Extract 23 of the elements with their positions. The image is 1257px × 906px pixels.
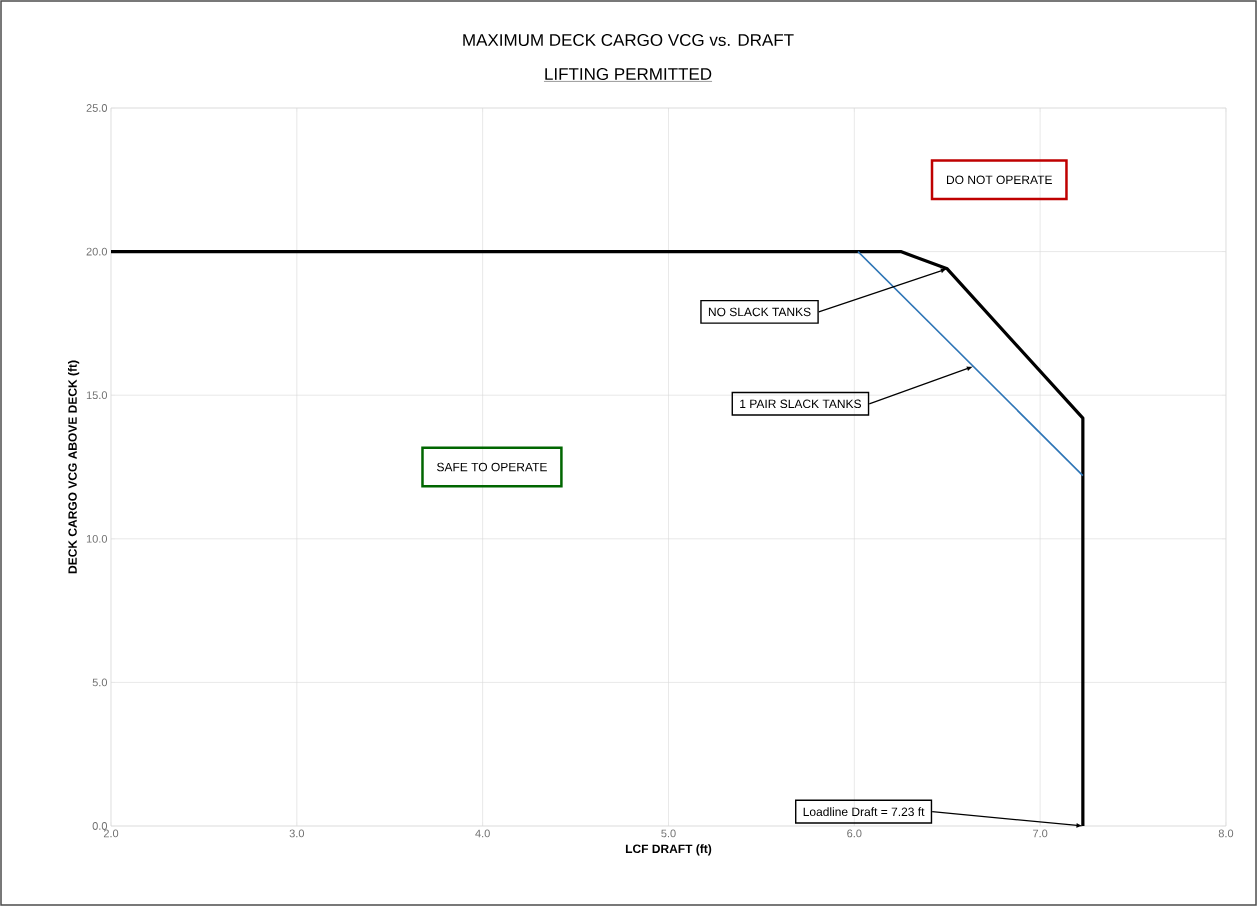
y-tick-label: 0.0	[92, 822, 108, 830]
x-tick-label: 5.0	[661, 829, 676, 838]
x-tick-label: 2.0	[103, 829, 119, 838]
line-series	[109, 250, 1085, 828]
x-tick-label: 6.0	[847, 829, 862, 838]
x-tick-label: 8.0	[1218, 829, 1234, 838]
y-tick-label: 20.0	[86, 247, 108, 256]
annotation: DO NOT OPERATE	[947, 175, 1052, 185]
x-tick-label: 4.0	[475, 829, 490, 838]
annotation: SAFE TO OPERATE	[437, 462, 547, 472]
y-tick-label: 5.0	[92, 678, 108, 687]
annotation: 1 PAIR SLACK TANKS	[740, 399, 861, 409]
y-tick-label: 15.0	[86, 391, 108, 400]
y-tick-label: 25.0	[86, 104, 108, 112]
x-axis-title: LCF DRAFT (ft)	[625, 844, 712, 856]
annotation: Loadline Draft = 7.23 ft	[803, 807, 925, 817]
y-axis-title: DECK CARGO VCG ABOVE DECK (ft)	[68, 360, 80, 574]
x-tick-label: 3.0	[289, 829, 305, 838]
y-tick-label: 10.0	[86, 534, 108, 543]
x-tick-label: 7.0	[1033, 829, 1048, 838]
chart-subtitle: LIFTING PERMITTED	[545, 67, 712, 81]
annotation: NO SLACK TANKS	[708, 307, 811, 317]
chart-title: MAXIMUM DECK CARGO VCG vs. DRAFT	[463, 33, 794, 47]
